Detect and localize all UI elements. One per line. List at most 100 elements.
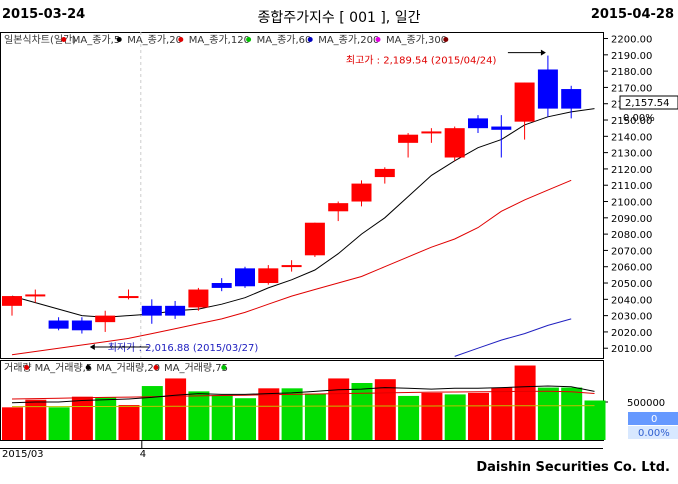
price-legend-label: MA_종가,300 bbox=[386, 34, 447, 46]
chart-frame bbox=[0, 32, 604, 449]
volume-value-text: 0 bbox=[651, 414, 657, 425]
volume-bar bbox=[514, 365, 536, 440]
volume-tick-label: 500000 bbox=[627, 398, 665, 409]
volume-series[interactable] bbox=[2, 365, 606, 440]
price-tick-label: 2040.00 bbox=[611, 295, 652, 306]
price-tick-label: 2150.00 bbox=[611, 116, 652, 127]
candle-up bbox=[398, 134, 419, 143]
volume-ma20-line bbox=[11, 390, 595, 400]
candle-up bbox=[25, 294, 46, 297]
value-badges: 2,157.54 0.00% 0 0.00% bbox=[619, 95, 678, 439]
ma20-line bbox=[11, 179, 572, 356]
volume-legend-label: 거래량 bbox=[4, 362, 32, 374]
chart-title: 종합주가지수 [ 001 ], 일간 bbox=[257, 10, 421, 26]
price-legend-label: MA_종가,20 bbox=[127, 34, 182, 46]
price-legend-dot bbox=[443, 37, 449, 42]
volume-bar bbox=[95, 397, 117, 440]
time-tick-label: 2015/03 bbox=[2, 449, 44, 460]
volume-bar bbox=[165, 378, 187, 440]
price-legend-dot bbox=[246, 37, 252, 42]
price-legend-label: MA_종가,60 bbox=[257, 34, 312, 46]
volume-bar bbox=[118, 405, 140, 440]
candle-down bbox=[165, 305, 186, 316]
chart-canvas[interactable]: 2010.00 2020.00 2030.00 2040.00 2050.00 2060.… bbox=[0, 0, 678, 460]
volume-ma-lines bbox=[11, 385, 595, 408]
candle-up bbox=[351, 183, 372, 202]
candle-down bbox=[491, 126, 512, 130]
candle-up bbox=[304, 222, 325, 256]
volume-legend-label: MA_거래량,20 bbox=[96, 362, 160, 374]
volume-bar bbox=[421, 392, 443, 440]
high-arrowhead bbox=[540, 49, 546, 56]
price-tick-label: 2100.00 bbox=[611, 198, 652, 209]
price-tick-label: 2120.00 bbox=[611, 165, 652, 176]
brand-footer: Daishin Securities Co. Ltd. bbox=[476, 460, 670, 475]
volume-bar bbox=[235, 398, 256, 440]
price-legend-label: MA_종가,5 bbox=[72, 34, 120, 46]
volume-legend-label: MA_거래량,75 bbox=[164, 362, 228, 374]
last-price-text: 2,157.54 bbox=[625, 98, 670, 109]
candle-up bbox=[2, 296, 22, 306]
volume-bar bbox=[258, 388, 280, 440]
price-tick-label: 2200.00 bbox=[611, 35, 652, 46]
candle-down bbox=[235, 268, 255, 287]
volume-bar bbox=[351, 383, 373, 440]
volume-bar bbox=[141, 386, 163, 440]
candle-up bbox=[421, 131, 442, 134]
price-tick-label: 2070.00 bbox=[611, 246, 652, 257]
price-legend-label: 일본식차트(일간) bbox=[4, 34, 76, 46]
candle-up bbox=[258, 268, 279, 284]
volume-legend-dot bbox=[24, 365, 30, 370]
price-tick-label: 2080.00 bbox=[611, 230, 652, 241]
candle-up bbox=[444, 128, 465, 158]
price-tick-label: 2050.00 bbox=[611, 279, 652, 290]
price-panel-border bbox=[0, 32, 604, 359]
price-tick-label: 2140.00 bbox=[611, 132, 652, 143]
volume-bar bbox=[48, 407, 70, 440]
legend: 일본식차트(일간)MA_종가,5 MA_종가,20 MA_종가,120 MA_종가,6… bbox=[4, 34, 449, 374]
volume-bar bbox=[2, 407, 23, 440]
volume-bar bbox=[71, 396, 93, 440]
volume-legend-dot bbox=[153, 365, 159, 370]
volume-value-badge bbox=[628, 412, 678, 425]
price-legend-dot bbox=[375, 37, 381, 42]
candle-up bbox=[328, 203, 349, 212]
candle-up bbox=[374, 168, 395, 178]
volume-legend-dot bbox=[85, 365, 91, 370]
low-annotation: 최저가 : 2,016.88 (2015/03/27) bbox=[108, 342, 259, 354]
price-tick-label: 2170.00 bbox=[611, 83, 652, 94]
price-legend-dot bbox=[178, 37, 184, 42]
candle-down bbox=[211, 283, 232, 288]
volume-ma5-line bbox=[11, 385, 595, 404]
volume-bar bbox=[25, 399, 47, 440]
price-legend-dot bbox=[307, 37, 313, 42]
volume-axis: 500000 bbox=[603, 398, 665, 409]
price-tick-label: 2180.00 bbox=[611, 67, 652, 78]
time-tick-label: 4 bbox=[140, 449, 146, 460]
price-legend-dot bbox=[61, 37, 67, 42]
volume-bar bbox=[328, 378, 350, 440]
volume-ma75-line bbox=[12, 405, 595, 408]
volume-bar bbox=[468, 392, 489, 440]
candle-down bbox=[561, 89, 582, 109]
price-tick-label: 2010.00 bbox=[611, 344, 652, 355]
price-tick-label: 2190.00 bbox=[611, 51, 652, 62]
candle-down bbox=[48, 320, 69, 329]
candle-up bbox=[188, 289, 209, 308]
candle-up bbox=[281, 265, 302, 268]
last-price-badge bbox=[619, 95, 678, 110]
volume-change-text: 0.00% bbox=[638, 428, 670, 439]
candlestick-series[interactable] bbox=[2, 55, 582, 334]
price-change-text: 0.00% bbox=[623, 113, 655, 124]
candle-down bbox=[71, 320, 92, 331]
volume-bar bbox=[211, 395, 233, 440]
price-tick-label: 2060.00 bbox=[611, 263, 652, 274]
candle-up bbox=[95, 315, 116, 323]
volume-bar bbox=[374, 379, 396, 440]
volume-bar bbox=[398, 395, 420, 440]
annotations: 최고가 : 2,189.54 (2015/04/24) 최저가 : 2,016.… bbox=[89, 49, 546, 354]
chart-header: 2015-03-24 종합주가지수 [ 001 ], 일간 2015-04-28 bbox=[0, 0, 678, 32]
candle-up bbox=[118, 296, 139, 299]
price-legend-label: MA_종가,200 bbox=[318, 34, 379, 46]
volume-bar bbox=[281, 388, 303, 440]
